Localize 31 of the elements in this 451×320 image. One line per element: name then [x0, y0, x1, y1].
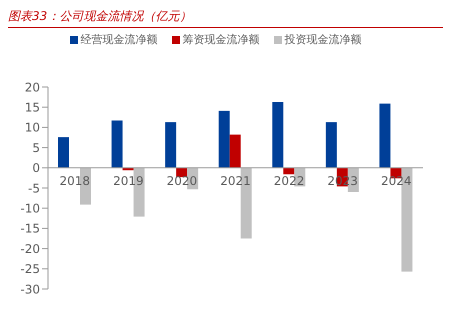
chart-title: 图表33：公司现金流情况（亿元） — [8, 8, 443, 28]
y-tick-label: -25 — [20, 262, 40, 276]
x-tick-label: 2023 — [327, 174, 358, 188]
y-tick-label: 15 — [24, 100, 40, 114]
bar — [283, 168, 294, 174]
legend-label: 筹资现金流净额 — [182, 32, 260, 47]
bar — [272, 102, 284, 168]
y-tick-label: 0 — [32, 161, 40, 176]
bar — [58, 137, 69, 168]
y-tick-label: -5 — [28, 181, 40, 196]
y-tick-label: 20 — [24, 80, 40, 94]
y-tick-label: 5 — [32, 140, 40, 155]
y-tick-label: -20 — [20, 242, 40, 256]
bar — [326, 122, 337, 168]
x-tick-label: 2018 — [60, 174, 90, 188]
x-tick-label: 2024 — [380, 174, 412, 188]
y-tick-label: -30 — [20, 282, 40, 296]
legend-label: 经营现金流净额 — [80, 32, 158, 47]
x-tick-label: 2019 — [113, 174, 144, 188]
x-tick-label: 2021 — [220, 174, 251, 188]
y-tick-label: 10 — [24, 120, 40, 135]
legend-label: 投资现金流净额 — [284, 32, 362, 47]
x-tick-label: 2020 — [166, 174, 198, 188]
bar — [230, 134, 241, 168]
bar — [112, 120, 123, 168]
bar — [218, 110, 230, 168]
bar — [379, 104, 390, 168]
y-tick-label: -15 — [20, 222, 40, 236]
bar — [165, 122, 176, 168]
y-tick-label: -10 — [20, 201, 40, 216]
x-tick-label: 2022 — [274, 174, 304, 188]
